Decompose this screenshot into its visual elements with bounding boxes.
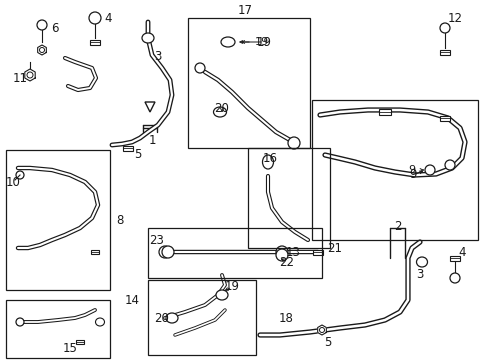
Circle shape <box>40 48 45 53</box>
Bar <box>123 145 133 150</box>
Polygon shape <box>318 325 326 335</box>
Ellipse shape <box>142 33 154 43</box>
Text: 6: 6 <box>51 22 59 35</box>
Bar <box>440 49 450 54</box>
Ellipse shape <box>416 257 427 267</box>
Text: 9: 9 <box>409 168 417 181</box>
Ellipse shape <box>221 37 235 47</box>
Text: 9: 9 <box>409 165 416 175</box>
Bar <box>188 18 310 148</box>
Text: 19: 19 <box>255 37 269 47</box>
Text: 18: 18 <box>278 311 294 324</box>
Ellipse shape <box>96 318 104 326</box>
Text: 13: 13 <box>286 246 300 258</box>
Circle shape <box>288 137 300 149</box>
Text: 5: 5 <box>134 148 142 161</box>
Bar <box>148 228 322 278</box>
Bar <box>6 300 110 358</box>
Ellipse shape <box>216 290 228 300</box>
Circle shape <box>195 63 205 73</box>
Text: 4: 4 <box>458 246 466 258</box>
Circle shape <box>89 12 101 24</box>
Bar <box>90 40 100 45</box>
Text: 12: 12 <box>447 12 463 24</box>
Circle shape <box>319 328 324 333</box>
Ellipse shape <box>276 249 288 261</box>
Text: 22: 22 <box>279 256 294 269</box>
Circle shape <box>276 246 288 258</box>
Text: 16: 16 <box>263 152 277 165</box>
Bar <box>6 150 110 290</box>
Circle shape <box>440 23 450 33</box>
Circle shape <box>445 160 455 170</box>
Text: 1: 1 <box>148 134 156 147</box>
Circle shape <box>450 273 460 283</box>
Text: 19: 19 <box>256 36 271 49</box>
Text: 3: 3 <box>416 267 424 280</box>
Text: 14: 14 <box>124 293 140 306</box>
Text: 11: 11 <box>13 72 27 85</box>
Bar <box>312 100 478 240</box>
Ellipse shape <box>214 107 226 117</box>
Text: 4: 4 <box>104 12 112 24</box>
Text: 20: 20 <box>215 102 229 114</box>
Ellipse shape <box>263 155 273 169</box>
Bar <box>379 109 391 115</box>
Text: 8: 8 <box>116 213 123 226</box>
Bar <box>313 249 323 255</box>
Polygon shape <box>25 69 35 81</box>
Text: 5: 5 <box>324 336 332 348</box>
Circle shape <box>37 20 47 30</box>
Text: 15: 15 <box>63 342 77 355</box>
Polygon shape <box>145 102 155 112</box>
Bar <box>91 250 99 254</box>
Bar <box>148 280 256 355</box>
Text: 19: 19 <box>224 280 240 293</box>
Circle shape <box>159 246 171 258</box>
Circle shape <box>16 171 24 179</box>
Bar <box>248 148 330 248</box>
Circle shape <box>27 72 33 78</box>
Ellipse shape <box>162 246 174 258</box>
Bar <box>76 340 84 344</box>
Text: 3: 3 <box>154 49 162 63</box>
Text: 23: 23 <box>149 234 165 247</box>
Circle shape <box>425 165 435 175</box>
Text: 21: 21 <box>327 242 343 255</box>
Ellipse shape <box>166 313 178 323</box>
Circle shape <box>16 318 24 326</box>
Text: 17: 17 <box>238 4 252 17</box>
Bar <box>440 116 450 121</box>
Polygon shape <box>38 45 47 55</box>
Bar <box>450 256 460 261</box>
Text: 10: 10 <box>5 175 21 189</box>
Text: 2: 2 <box>394 220 402 233</box>
Text: 20: 20 <box>154 311 170 324</box>
